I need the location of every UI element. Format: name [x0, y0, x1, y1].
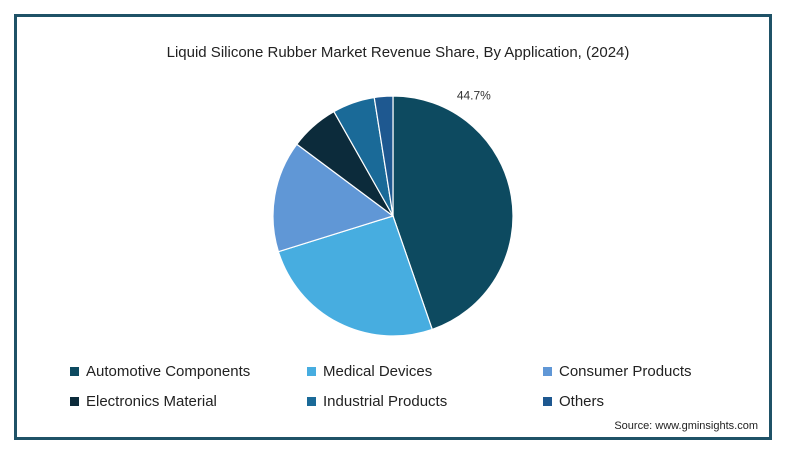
legend-item-consumer-products: Consumer Products	[543, 363, 723, 380]
legend-label: Electronics Material	[86, 392, 217, 410]
pie-slices	[272, 95, 514, 337]
legend-row: Automotive Components Medical Devices Co…	[70, 356, 730, 386]
legend-swatch	[543, 396, 552, 406]
legend-item-others: Others	[543, 393, 723, 410]
legend-label: Others	[559, 392, 605, 410]
pie-labels: 44.7%	[457, 90, 491, 102]
legend-label: Industrial Products	[323, 392, 448, 410]
legend-item-automotive-components: Automotive Components	[70, 363, 307, 380]
pie-slice-medical-devices	[277, 215, 433, 337]
legend-label: Consumer Products	[559, 362, 692, 380]
source-note: Source: www.gminsights.com	[614, 420, 758, 432]
pie-slice-consumer-products	[272, 143, 395, 253]
pie-chart: 44.7%	[272, 90, 514, 337]
legend-swatch	[307, 366, 316, 376]
chart-title: Liquid Silicone Rubber Market Revenue Sh…	[166, 44, 630, 61]
pie-data-label: 44.7%	[457, 90, 491, 102]
pie-slice-automotive-components	[392, 95, 514, 331]
pie-slice-others	[373, 95, 394, 217]
legend-swatch	[543, 366, 552, 376]
legend-label: Medical Devices	[323, 362, 433, 380]
legend-swatch	[307, 396, 316, 406]
legend-label: Automotive Components	[86, 362, 251, 380]
legend-item-medical-devices: Medical Devices	[307, 363, 543, 380]
legend: Automotive Components Medical Devices Co…	[70, 356, 730, 416]
legend-swatch	[70, 366, 79, 376]
legend-swatch	[70, 396, 79, 406]
legend-item-electronics-material: Electronics Material	[70, 393, 307, 410]
legend-row: Electronics Material Industrial Products…	[70, 386, 730, 416]
legend-item-industrial-products: Industrial Products	[307, 393, 543, 410]
